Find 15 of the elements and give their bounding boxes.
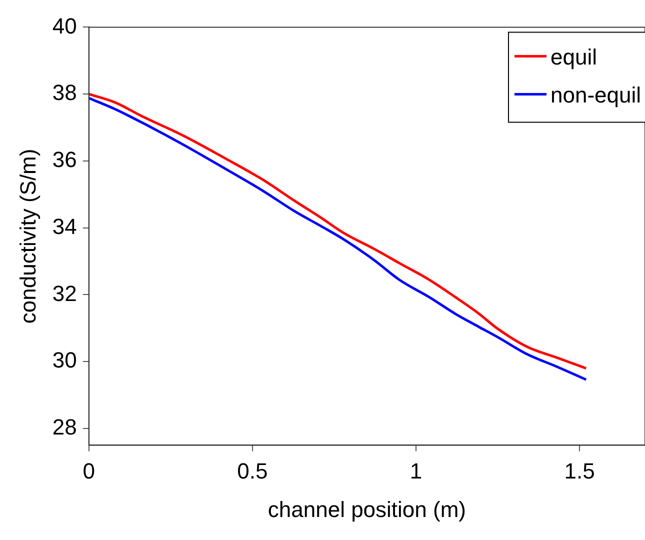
legend-label: equil [550, 44, 597, 70]
x-tick-label: 1.5 [564, 458, 595, 484]
x-axis-title: channel position (m) [268, 496, 466, 522]
y-tick-label: 40 [52, 13, 77, 38]
y-tick-label: 28 [52, 414, 77, 440]
x-tick-label: 0.5 [237, 458, 268, 484]
y-axis-title: conductivity (S/m) [15, 148, 40, 324]
y-tick-label: 38 [52, 80, 77, 106]
legend-label: non-equil [550, 82, 641, 108]
x-tick-label: 1 [410, 458, 422, 484]
y-tick-label: 32 [52, 280, 77, 306]
y-tick-label: 36 [52, 147, 77, 172]
y-tick-label: 30 [52, 348, 77, 373]
x-tick-label: 0 [82, 458, 95, 484]
y-tick-label: 34 [52, 214, 77, 239]
